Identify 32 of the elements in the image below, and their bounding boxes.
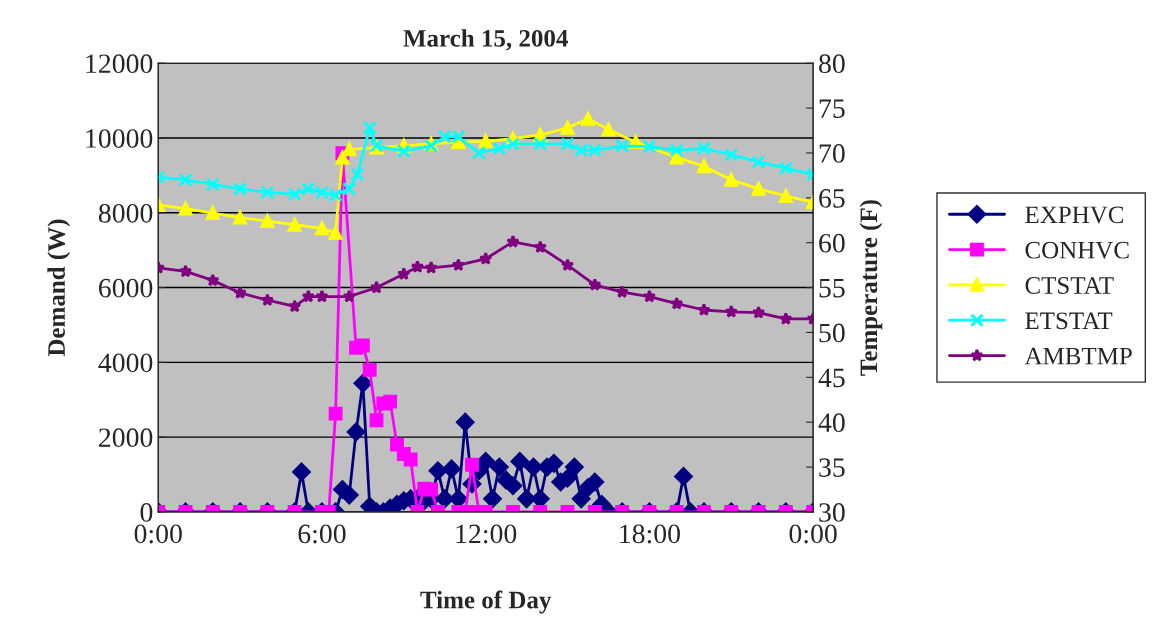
legend-label: EXPHVC <box>1025 206 1124 224</box>
legend-label: CTSTAT <box>1025 277 1114 294</box>
legend-label: CONHVC <box>1025 241 1129 259</box>
y2-tick-label: 50 <box>819 323 845 343</box>
y2-tick-label: 65 <box>819 189 845 208</box>
chart-title: March 15, 2004 <box>403 29 568 51</box>
y2-tick-label: 55 <box>819 279 845 298</box>
legend-label: ETSTAT <box>1025 312 1113 330</box>
y2-axis-title: Temperature (F) <box>859 200 883 376</box>
y-tick-label: 0 <box>140 503 153 522</box>
y2-tick-label: 45 <box>818 368 845 388</box>
y-axis-title: Demand (W) <box>47 219 71 357</box>
x-tick-label: 18:00 <box>620 524 680 544</box>
y2-tick-label: 75 <box>819 99 845 118</box>
x-tick-label: 0:00 <box>134 524 182 544</box>
y2-tick-label: 35 <box>819 458 845 477</box>
y2-tick-label: 60 <box>819 233 845 253</box>
x-axis-title: Time of Day <box>420 590 552 614</box>
legend-label: AMBTMP <box>1024 347 1132 365</box>
x-tick-label: 12:00 <box>456 524 517 544</box>
y2-tick-label: 30 <box>819 503 845 522</box>
y2-tick-label: 80 <box>819 54 845 74</box>
y-tick-label: 10000 <box>86 129 153 148</box>
y-tick-label: 2000 <box>99 428 153 448</box>
x-tick-label: 0:00 <box>789 524 837 544</box>
y-tick-label: 6000 <box>99 278 153 298</box>
y-tick-label: 4000 <box>98 353 153 373</box>
y2-tick-label: 70 <box>819 144 845 163</box>
y2-tick-label: 40 <box>818 413 845 433</box>
x-tick-label: 6:00 <box>298 524 346 544</box>
y-tick-label: 8000 <box>98 203 153 223</box>
y-tick-label: 12000 <box>86 54 153 74</box>
